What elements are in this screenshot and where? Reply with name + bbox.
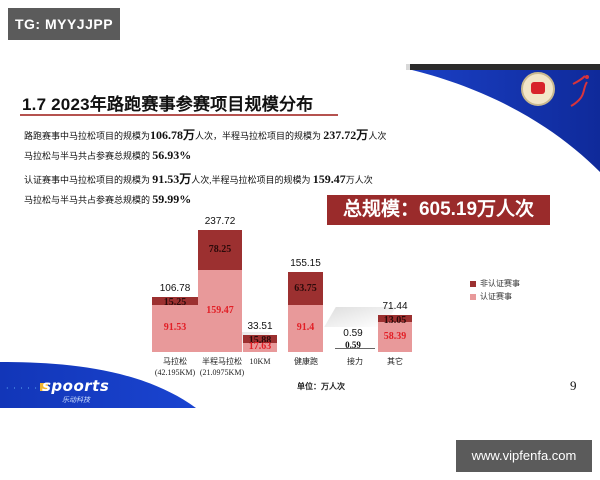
top-dark-bar xyxy=(410,64,600,70)
description-line-2: 马拉松与半马共占参赛总规模的 56.93% xyxy=(24,148,192,162)
bottom-swoosh-decoration xyxy=(0,362,196,408)
bar-segment-certified xyxy=(198,269,242,352)
bar-0: 15.25 91.53 xyxy=(152,297,198,352)
slide: · · · · · spoorts 乐动科技 1.7 2023年路跑赛事参赛项目… xyxy=(0,62,600,408)
value-label-total: 155.15 xyxy=(290,258,321,270)
legend-swatch-non-certified xyxy=(470,280,476,287)
page-number: 9 xyxy=(570,378,577,393)
title-underline xyxy=(20,114,338,116)
value-label-non-certified: 63.75 xyxy=(294,282,317,294)
bar-segment-certified xyxy=(152,304,198,352)
description-line-1: 路跑赛事中马拉松项目的规模为106.78万人次，半程马拉松项目的规模为 237.… xyxy=(24,128,387,142)
bar-segment-certified xyxy=(243,342,277,352)
relay-bar-line xyxy=(335,348,375,349)
bar-5: 13.05 58.39 xyxy=(378,315,412,352)
value-label-total: 33.51 xyxy=(247,320,273,332)
bar-segment-non-certified xyxy=(152,297,198,305)
category-label: 健康跑 xyxy=(294,357,318,366)
value-label-non-certified: 15.88 xyxy=(248,334,272,346)
category-label: 接力 xyxy=(347,357,363,366)
watermark-tg-badge: TG: MYYJJPP xyxy=(8,8,120,40)
bar-segment-non-certified xyxy=(243,334,277,343)
bar-2: 15.88 17.63 xyxy=(243,334,277,353)
logo-dots-decoration: · · · · · xyxy=(6,384,38,393)
category-label: 半程马拉松 (21.0975KM) xyxy=(199,357,245,377)
value-label-certified: 159.47 xyxy=(206,304,234,316)
category-label: 马拉松 (42.195KM) xyxy=(154,357,196,377)
bar-3: 63.75 91.4 xyxy=(288,272,323,352)
bar-segment-non-certified xyxy=(288,272,323,305)
athletics-association-emblem-icon xyxy=(521,72,555,106)
description-line-4: 马拉松与半马共占参赛总规模的 59.99% xyxy=(24,192,192,206)
legend-swatch-certified xyxy=(470,293,476,300)
value-label-certified: 58.39 xyxy=(383,330,407,342)
spoorts-logo: spoorts xyxy=(42,377,110,395)
legend-item-non-certified: 非认证赛事 xyxy=(470,278,520,289)
description-line-3: 认证赛事中马拉松项目的规模为 91.53万人次,半程马拉松项目的规模为 159.… xyxy=(24,172,373,186)
value-label-total: 106.78 xyxy=(159,283,191,294)
bar-segment-non-certified xyxy=(378,315,412,322)
category-label: 10KM xyxy=(249,357,271,366)
slide-title: 1.7 2023年路跑赛事参赛项目规模分布 xyxy=(22,95,314,114)
value-label-non-certified: 13.05 xyxy=(383,315,407,327)
value-label-total: 237.72 xyxy=(204,215,236,227)
total-scale-box: 总规模：605.19万人次 xyxy=(327,195,550,225)
value-label-non-certified: 15.25 xyxy=(163,297,187,308)
spoorts-logo-subtitle: 乐动科技 xyxy=(62,396,90,404)
value-label-total: 0.59 xyxy=(343,327,363,339)
bar-segment-non-certified xyxy=(198,229,242,270)
watermark-url-badge: www.vipfenfa.com xyxy=(456,440,592,472)
legend-item-certified: 认证赛事 xyxy=(470,291,512,302)
bar-1: 78.25 159.47 xyxy=(198,229,242,352)
value-label-certified: 17.63 xyxy=(248,341,272,353)
bar-segment-certified xyxy=(378,321,412,352)
value-label-non-certified: 78.25 xyxy=(208,243,232,255)
category-label: 其它 xyxy=(387,357,403,366)
value-label-certified: 0.59 xyxy=(345,340,361,350)
value-label-certified: 91.53 xyxy=(163,322,187,334)
logo-accent-icon xyxy=(40,383,48,391)
bar-segment-certified xyxy=(288,304,323,352)
unit-label: 单位：万人次 xyxy=(297,382,345,391)
value-label-total: 71.44 xyxy=(382,301,408,313)
value-label-certified: 91.4 xyxy=(296,322,315,334)
runner-logo-icon xyxy=(570,75,589,107)
